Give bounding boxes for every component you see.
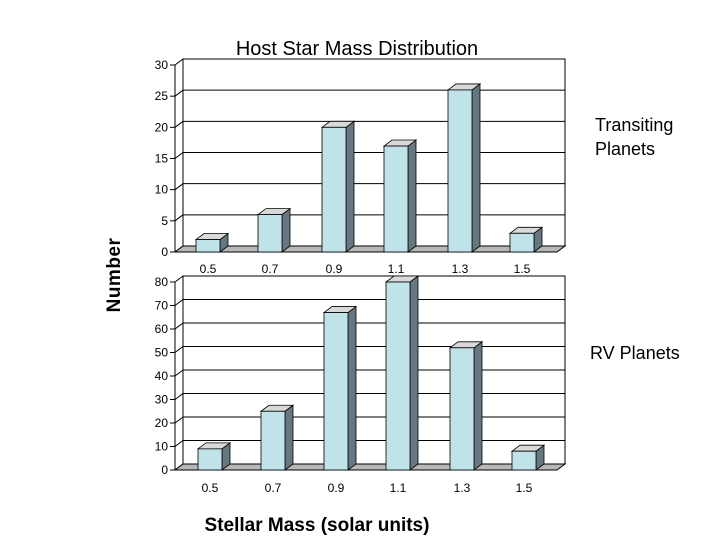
panel-label-transiting-line2: Planets	[595, 139, 655, 159]
gridline-side	[174, 393, 184, 400]
bar-side	[281, 207, 291, 253]
bar-side	[407, 139, 417, 253]
gridline-side	[174, 214, 184, 222]
plot-floor	[173, 245, 567, 253]
y-tick-label: 60	[155, 322, 169, 336]
bar-side	[471, 83, 481, 253]
y-axis-label: Number	[104, 238, 125, 313]
y-tick-label: 0	[161, 463, 168, 477]
gridline-side	[174, 58, 184, 66]
gridline-side	[174, 369, 184, 377]
y-tick-label: 10	[155, 183, 169, 197]
bar	[449, 347, 475, 471]
x-tick-label: 1.5	[516, 481, 533, 495]
x-tick-label: 0.5	[202, 481, 219, 495]
x-tick-label: 1.5	[514, 262, 531, 276]
gridline-side	[174, 89, 184, 97]
bar	[509, 232, 535, 253]
x-tick-label: 0.5	[200, 262, 217, 276]
chart-title: Host Star Mass Distribution	[236, 38, 478, 60]
x-tick-label: 0.7	[265, 481, 282, 495]
y-tick-label: 20	[155, 416, 169, 430]
bar	[197, 448, 223, 471]
x-tick-label: 1.3	[452, 262, 469, 276]
x-tick-label: 1.1	[390, 481, 407, 495]
x-tick-label: 0.9	[326, 262, 343, 276]
bar	[511, 450, 537, 471]
bar	[195, 239, 221, 253]
bar-side	[473, 340, 483, 471]
rv-planets-chart: 0 10 20 30 40 50 60 70 80 0.5 0.7 0.9 1.1 1.3 1.5	[155, 275, 567, 495]
y-tick-label: 25	[155, 89, 169, 103]
plot-floor	[173, 463, 567, 471]
panel-label-transiting-line1: Transiting	[595, 115, 673, 135]
bar-side	[409, 275, 419, 471]
y-tick-label: 20	[155, 120, 169, 134]
panel-label-rv: RV Planets	[590, 343, 680, 363]
y-tick-label: 30	[155, 58, 169, 72]
y-tick-label: 30	[155, 393, 169, 407]
x-axis-label: Stellar Mass (solar units)	[205, 515, 430, 536]
gridline-side	[174, 346, 184, 353]
y-tick-label: 15	[155, 152, 169, 166]
y-tick-label: 70	[155, 299, 169, 313]
y-tick-label: 50	[155, 346, 169, 360]
x-tick-label: 0.9	[328, 481, 345, 495]
x-tick-label: 1.3	[454, 481, 471, 495]
bar	[447, 89, 473, 253]
gridline-side	[174, 152, 184, 159]
gridline-side	[174, 183, 184, 191]
gridline-side	[174, 275, 184, 283]
bar-side	[347, 305, 357, 471]
y-tick-label: 40	[155, 369, 169, 383]
gridline-side	[174, 440, 184, 447]
y-tick-label: 5	[161, 214, 168, 228]
x-tick-label: 1.1	[388, 262, 405, 276]
gridline-side	[174, 322, 184, 330]
bar	[385, 281, 411, 471]
bar	[260, 410, 286, 471]
bar-side	[284, 404, 294, 471]
y-tick-label: 0	[161, 245, 168, 259]
y-tick-label: 10	[155, 440, 169, 454]
bar	[321, 126, 347, 253]
x-tick-label: 0.7	[262, 262, 279, 276]
gridline-side	[174, 299, 184, 306]
bar	[257, 214, 283, 253]
bar	[383, 145, 409, 253]
transiting-planets-chart: 0 5 10 15 20 25 30 0.5 0.7 0.9 1.1 1.3 1.5	[155, 58, 567, 276]
y-tick-label: 80	[155, 275, 169, 289]
bar	[323, 312, 349, 471]
gridline-side	[174, 416, 184, 424]
gridline-side	[174, 120, 184, 128]
bar-side	[345, 120, 355, 253]
